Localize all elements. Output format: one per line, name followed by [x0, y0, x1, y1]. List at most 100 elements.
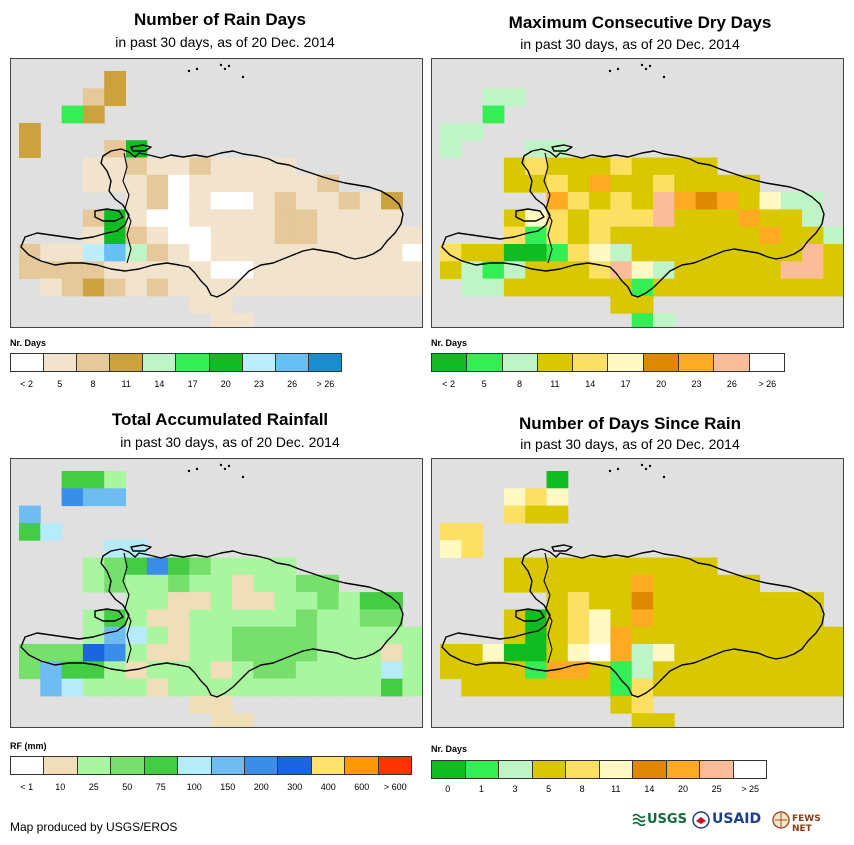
grid-cell [631, 626, 654, 645]
grid-cell [546, 592, 569, 610]
legend-ticks-max-dry: < 2 5 8 11 14 17 20 23 26 > 26 [431, 379, 785, 391]
grid-cell [295, 278, 318, 297]
grid-cell [802, 592, 824, 610]
grid-cell [546, 278, 569, 297]
grid-cell [759, 192, 782, 210]
legend-tick-label: 5 [481, 379, 487, 389]
legend-swatch [532, 761, 566, 778]
grid-cell [525, 644, 547, 662]
grid-cell [104, 471, 126, 489]
grid-cell [695, 609, 718, 628]
grid-cell [503, 226, 526, 245]
legend-swatch [211, 757, 245, 774]
grid-cell [802, 244, 824, 262]
panel-subtitle-rain-days: in past 30 days, as of 20 Dec. 2014 [115, 34, 335, 50]
grid-cell [440, 661, 462, 680]
grid-cell [674, 626, 697, 645]
legend-bar-max-dry [431, 353, 785, 372]
small-island-dot [195, 467, 199, 471]
grid-cell [695, 226, 718, 245]
grid-cell [440, 261, 462, 280]
grid-cell [232, 278, 254, 297]
grid-cell [461, 540, 484, 558]
grid-cell [82, 244, 105, 262]
grid-cell [104, 174, 126, 193]
grid-cell [610, 157, 633, 176]
grid-cell [759, 661, 782, 680]
grid-cell [274, 226, 297, 245]
grid-cell [631, 174, 654, 193]
grid-cell [82, 626, 105, 645]
grid-cell [168, 574, 190, 593]
grid-cell [210, 209, 233, 228]
grid-cell [338, 192, 361, 210]
grid-cell [674, 574, 697, 593]
grid-cell [232, 574, 254, 593]
grid-cell [359, 609, 382, 628]
grid-cell [589, 209, 611, 228]
small-island-dot [241, 475, 245, 479]
grid-cell [168, 226, 190, 245]
grid-cell [631, 278, 654, 297]
grid-cell [274, 192, 297, 210]
small-island-dot [223, 467, 227, 471]
grid-cell [631, 226, 654, 245]
grid-cell [674, 192, 697, 210]
legend-tick-label: > 600 [383, 782, 407, 792]
grid-cell [402, 226, 422, 245]
grid-cell [631, 574, 654, 593]
grid-cell [253, 192, 276, 210]
grid-cell [525, 157, 547, 176]
grid-cell [295, 261, 318, 280]
grid-cell [317, 626, 339, 645]
grid-cell [232, 678, 254, 697]
grid-cell [653, 192, 675, 210]
grid-cell [232, 174, 254, 193]
grid-cell [402, 278, 422, 297]
grid-cell [146, 192, 169, 210]
grid-cell [253, 557, 276, 576]
grid-cell [482, 261, 505, 280]
hispaniola-coastline [20, 148, 404, 298]
grid-cell [232, 644, 254, 662]
grid-cell [695, 644, 718, 662]
grid-cell [338, 209, 361, 228]
grid-cell [567, 174, 590, 193]
grid-cell [402, 244, 422, 262]
grid-cell [125, 661, 148, 680]
grid-cell [61, 661, 84, 680]
grid-cell [317, 678, 339, 697]
legend-title-max-dry: Nr. Days [431, 338, 468, 348]
grid-cell [653, 313, 675, 327]
grid-cell [232, 244, 254, 262]
legend-swatch [44, 757, 78, 774]
grid-cell [653, 278, 675, 297]
grid-cell [610, 278, 633, 297]
legend-swatch [749, 354, 784, 371]
grid-cell [695, 261, 718, 280]
legend-swatch [432, 761, 466, 778]
legend-swatch [573, 354, 609, 371]
legend-swatch [275, 354, 309, 371]
grid-cell [631, 678, 654, 697]
grid-cell [440, 140, 462, 158]
grid-cell [610, 574, 633, 593]
grid-cell [210, 157, 233, 176]
grid-cell [381, 678, 403, 697]
legend-tick-label: 150 [220, 782, 236, 792]
grid-cell [104, 140, 126, 158]
legend-tick-label: 400 [320, 782, 336, 792]
grid-cell [525, 626, 547, 645]
grid-cell [274, 574, 297, 593]
grid-cell [716, 174, 739, 193]
grid-cell [274, 626, 297, 645]
grid-cell [189, 626, 212, 645]
grid-cell [695, 574, 718, 593]
grid-cell [146, 557, 169, 576]
small-island-dot [616, 467, 620, 471]
grid-cell [189, 192, 212, 210]
grid-cell [189, 557, 212, 576]
map-svg-max-dry [440, 63, 843, 327]
grid-cell [359, 261, 382, 280]
grid-cell [253, 157, 276, 176]
